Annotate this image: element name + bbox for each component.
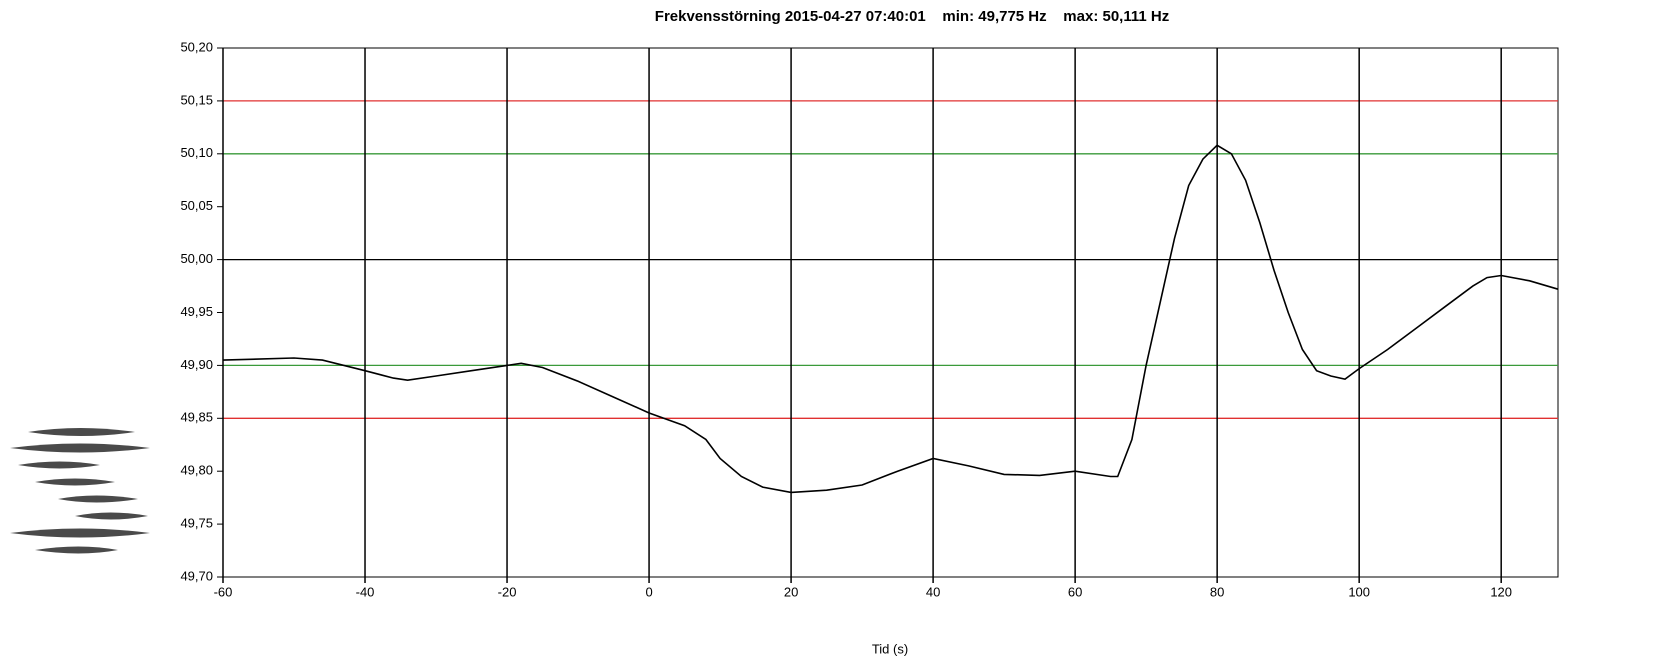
y-tick-label: 49,90: [180, 357, 213, 372]
y-tick-label: 50,20: [180, 39, 213, 54]
x-tick-label: 20: [784, 584, 798, 599]
y-tick-label: 49,75: [180, 516, 213, 531]
x-tick-label: 60: [1068, 584, 1082, 599]
decoration: [10, 428, 150, 554]
x-axis-label: Tid (s): [872, 641, 908, 656]
x-tick-label: 80: [1210, 584, 1224, 599]
x-tick-label: 120: [1490, 584, 1512, 599]
y-tick-label: 49,85: [180, 410, 213, 425]
x-tick-label: 100: [1348, 584, 1370, 599]
x-tick-label: -40: [356, 584, 375, 599]
chart-title: Frekvensstörning 2015-04-27 07:40:01 min…: [655, 8, 1169, 25]
data-line: [222, 144, 1559, 494]
x-tick-label: 40: [926, 584, 940, 599]
x-tick-label: -20: [498, 584, 517, 599]
x-tick-label: -60: [214, 584, 233, 599]
x-tick-label: 0: [645, 584, 652, 599]
plot-frame: [222, 47, 1559, 578]
y-tick-label: 50,00: [180, 251, 213, 266]
y-tick-label: 49,70: [180, 568, 213, 583]
y-tick-label: 50,10: [180, 145, 213, 160]
y-tick-label: 49,95: [180, 304, 213, 319]
y-tick-label: 50,05: [180, 198, 213, 213]
y-tick-label: 49,80: [180, 463, 213, 478]
y-tick-label: 50,15: [180, 92, 213, 107]
